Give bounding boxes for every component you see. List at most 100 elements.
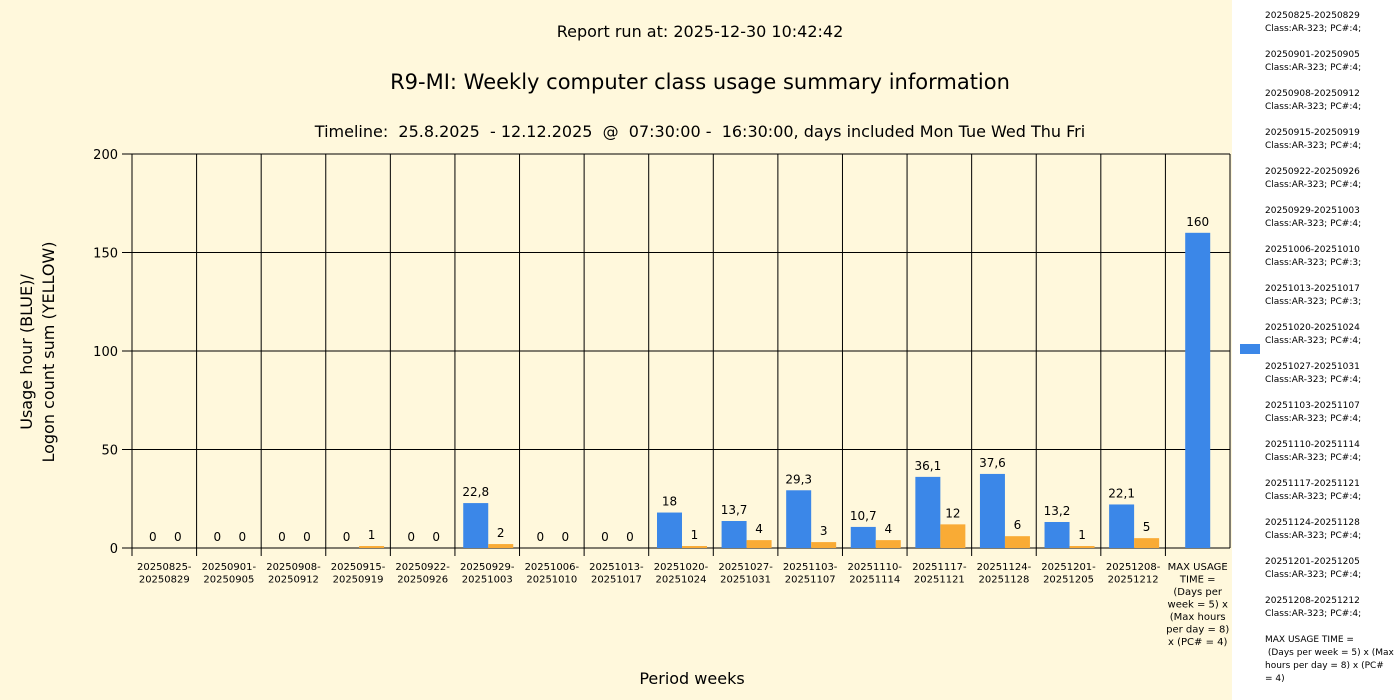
legend-entry-line: 20250825-20250829 <box>1265 11 1360 21</box>
data-label: 0 <box>562 530 570 544</box>
usage-hours-bar <box>786 490 812 548</box>
data-label: 22,8 <box>462 485 489 499</box>
legend-entry: 20251201-20251205 Class:AR-323; PC#:4; <box>1265 556 1397 582</box>
usage-hours-bar <box>850 526 876 548</box>
legend-entry: 20250908-20250912 Class:AR-323; PC#:4; <box>1265 88 1397 114</box>
data-label: 18 <box>662 495 677 509</box>
legend-entry-line: 20251027-20251031 <box>1265 362 1360 372</box>
legend-entry: 20250922-20250926 Class:AR-323; PC#:4; <box>1265 166 1397 192</box>
x-tick-label: 20250908-20250912 <box>266 562 321 586</box>
x-tick-label: 20251117-20251121 <box>912 562 967 586</box>
legend-entry-line: Class:AR-323; PC#:4; <box>1265 414 1362 424</box>
data-label: 0 <box>626 530 634 544</box>
legend-entry-line: 20250901-20250905 <box>1265 50 1360 60</box>
legend-entry-line: Class:AR-323; PC#:4; <box>1265 570 1362 580</box>
logon-count-bar <box>940 524 966 548</box>
y-tick-label: 50 <box>101 444 118 459</box>
legend-panel: 20250825-20250829 Class:AR-323; PC#:4; 202… <box>1232 0 1400 700</box>
legend-entry-line: Class:AR-323; PC#:4; <box>1265 180 1362 190</box>
data-label: 0 <box>303 530 311 544</box>
logon-count-bar <box>1004 536 1030 548</box>
logon-count-bar <box>875 540 901 548</box>
legend-entry: 20251117-20251121 Class:AR-323; PC#:4; <box>1265 478 1397 504</box>
legend-swatch <box>1240 344 1260 354</box>
legend-entry-line: 20251110-20251114 <box>1265 440 1360 450</box>
legend-entry-line: Class:AR-323; PC#:4; <box>1265 219 1362 229</box>
data-label: 0 <box>174 530 182 544</box>
data-label: 6 <box>1014 518 1022 532</box>
legend-entry: 20251103-20251107 Class:AR-323; PC#:4; <box>1265 400 1397 426</box>
x-tick-label: 20251208-20251212 <box>1106 562 1161 586</box>
logon-count-bar <box>811 542 837 548</box>
legend-entry: 20251110-20251114 Class:AR-323; PC#:4; <box>1265 439 1397 465</box>
legend-entry-line: 20251006-20251010 <box>1265 245 1360 255</box>
y-tick-label: 100 <box>93 345 118 360</box>
legend-entry-line: Class:AR-323; PC#:4; <box>1265 492 1362 502</box>
usage-hours-bar <box>1109 504 1135 548</box>
data-label: 13,2 <box>1044 504 1071 518</box>
legend-entry: 20250929-20251003 Class:AR-323; PC#:4; <box>1265 205 1397 231</box>
legend-entry-line: 20250922-20250926 <box>1265 167 1360 177</box>
x-tick-label: 20251103-20251107 <box>783 562 838 586</box>
x-tick-label: 20250915-20250919 <box>331 562 386 586</box>
data-label: 13,7 <box>721 503 748 517</box>
y-tick-label: 150 <box>93 247 118 262</box>
legend-entry-line: Class:AR-323; PC#:4; <box>1265 102 1362 112</box>
legend-entry: 20250915-20250919 Class:AR-323; PC#:4; <box>1265 127 1397 153</box>
data-label: 4 <box>884 522 892 536</box>
legend-entry-line: Class:AR-323; PC#:3; <box>1265 258 1362 268</box>
data-label: 0 <box>214 530 222 544</box>
legend-entry-line: hours per day = 8) x (PC# <box>1265 661 1384 671</box>
legend-entry-line: 20251117-20251121 <box>1265 479 1360 489</box>
legend-entry-line: 20251103-20251107 <box>1265 401 1360 411</box>
legend-entry-line: (Days per week = 5) x (Max <box>1265 648 1394 658</box>
usage-hours-bar <box>915 476 941 548</box>
x-tick-label: 20251201-20251205 <box>1041 562 1096 586</box>
legend-entry-line: Class:AR-323; PC#:4; <box>1265 375 1362 385</box>
data-label: 0 <box>149 530 157 544</box>
legend-entry-line: Class:AR-323; PC#:4; <box>1265 63 1362 73</box>
logon-count-bar <box>746 540 772 548</box>
x-tick-label: 20251124-20251128 <box>977 562 1032 586</box>
data-label: 1 <box>368 528 376 542</box>
legend-entry-line: 20251124-20251128 <box>1265 518 1360 528</box>
data-label: 29,3 <box>785 472 812 486</box>
y-tick-label: 200 <box>93 148 118 163</box>
legend-entry-line: Class:AR-323; PC#:4; <box>1265 336 1362 346</box>
x-tick-label: 20251013-20251017 <box>589 562 644 586</box>
legend-entry: 20251027-20251031 Class:AR-323; PC#:4; <box>1265 361 1397 387</box>
legend-entry-line: Class:AR-323; PC#:4; <box>1265 453 1362 463</box>
logon-count-bar <box>359 546 385 548</box>
legend-entry-line: 20250915-20250919 <box>1265 128 1360 138</box>
x-tick-label: 20250922-20250926 <box>395 562 450 586</box>
x-tick-label: 20251006-20251010 <box>525 562 580 586</box>
data-label: 0 <box>432 530 440 544</box>
logon-count-bar <box>488 544 514 548</box>
chart-area <box>0 0 1232 700</box>
y-tick-label: 0 <box>110 542 118 557</box>
legend-entry-line: 20251020-20251024 <box>1265 323 1360 333</box>
logon-count-bar <box>1069 546 1095 548</box>
usage-hours-bar <box>1044 521 1070 548</box>
x-axis-title: Period weeks <box>639 669 745 688</box>
data-label: 22,1 <box>1108 486 1135 500</box>
data-label: 37,6 <box>979 456 1006 470</box>
data-label: 2 <box>497 526 505 540</box>
legend-entry-line: 20251208-20251212 <box>1265 596 1360 606</box>
legend-entry-line: 20251201-20251205 <box>1265 557 1360 567</box>
legend-entry-line: MAX USAGE TIME = <box>1265 635 1354 645</box>
legend-entry-line: 20250929-20251003 <box>1265 206 1360 216</box>
chart-title: R9-MI: Weekly computer class usage summa… <box>390 70 1010 94</box>
data-label: 1 <box>1078 528 1086 542</box>
x-tick-label: 20250825-20250829 <box>137 562 192 586</box>
x-tick-label: 20251020-20251024 <box>654 562 709 586</box>
data-label: 160 <box>1186 215 1209 229</box>
legend-entry-line: 20251013-20251017 <box>1265 284 1360 294</box>
usage-hours-bar <box>1185 232 1211 549</box>
legend-entry: 20250825-20250829 Class:AR-323; PC#:4; <box>1265 10 1397 36</box>
data-label: 0 <box>537 530 545 544</box>
x-tick-label: 20250929-20251003 <box>460 562 515 586</box>
x-tick-label: 20251110-20251114 <box>848 562 903 586</box>
data-label: 3 <box>820 524 828 538</box>
